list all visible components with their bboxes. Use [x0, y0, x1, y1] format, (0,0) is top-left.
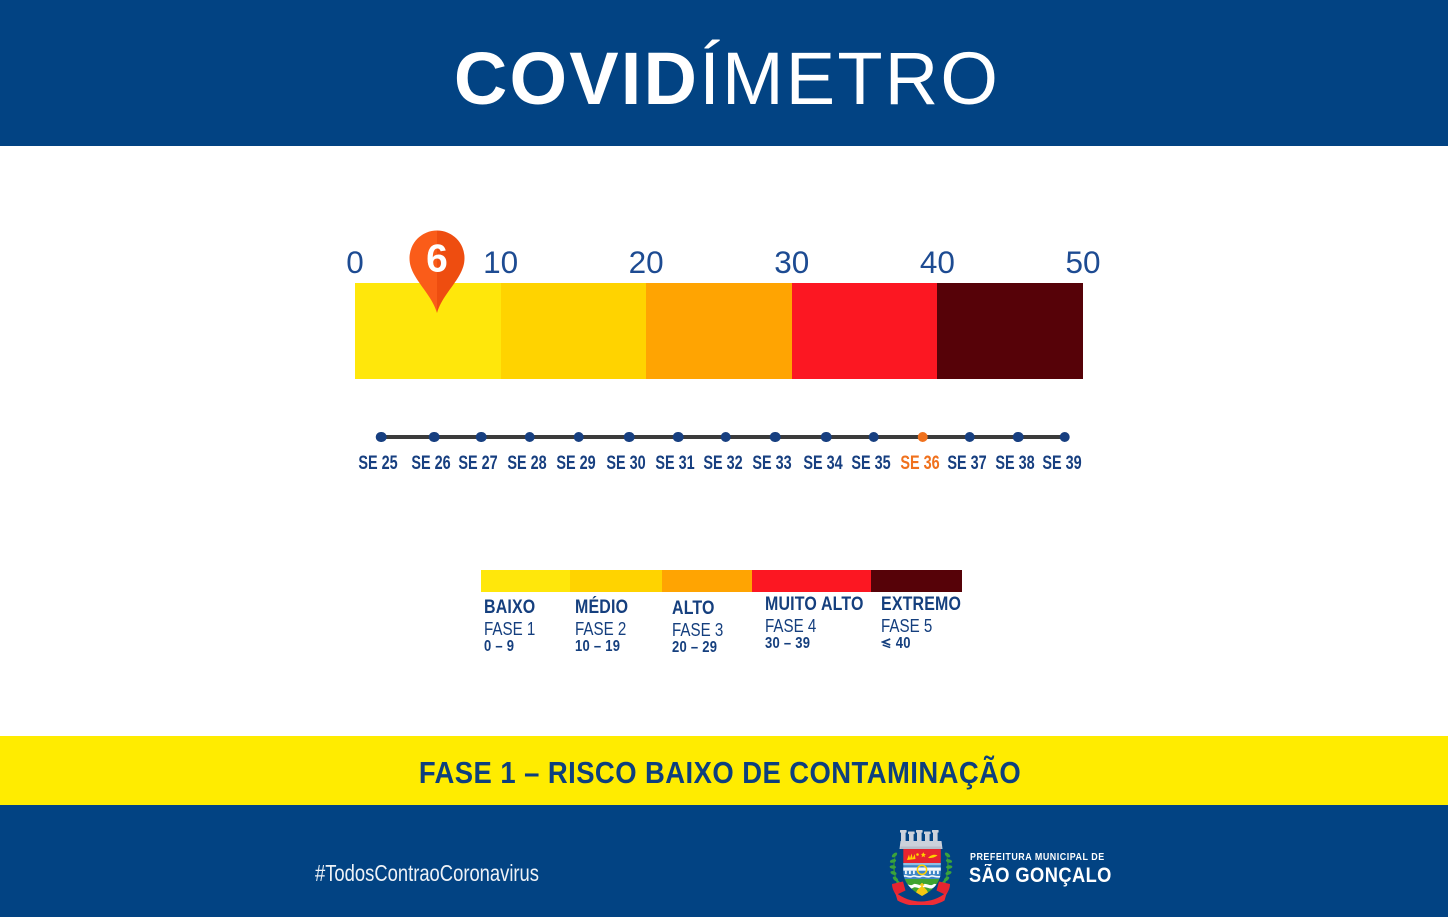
svg-text:6: 6 — [426, 238, 448, 281]
